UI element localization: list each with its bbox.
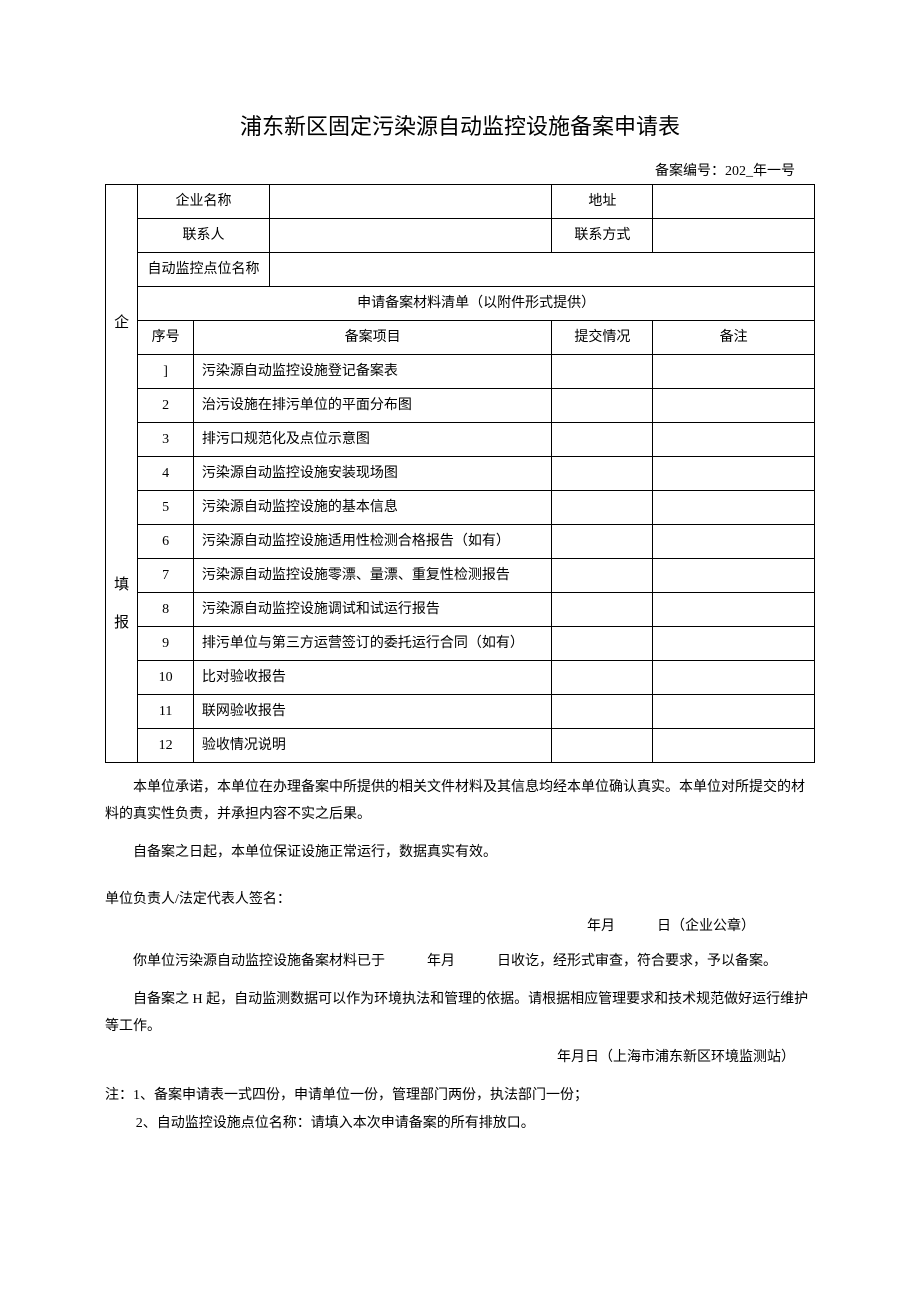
cell-remark[interactable]	[653, 491, 815, 525]
input-address[interactable]	[653, 185, 815, 219]
cell-seq: 7	[138, 559, 194, 593]
cell-status[interactable]	[552, 423, 653, 457]
input-contact-way[interactable]	[653, 219, 815, 253]
cell-item: 排污口规范化及点位示意图	[193, 423, 552, 457]
cell-status[interactable]	[552, 661, 653, 695]
cell-remark[interactable]	[653, 355, 815, 389]
label-contact: 联系人	[138, 219, 269, 253]
signature-label: 单位负责人/法定代表人签名：	[105, 889, 815, 910]
col-item: 备案项目	[193, 321, 552, 355]
cell-remark[interactable]	[653, 559, 815, 593]
cell-remark[interactable]	[653, 593, 815, 627]
cell-remark[interactable]	[653, 525, 815, 559]
cell-status[interactable]	[552, 695, 653, 729]
cell-item: 治污设施在排污单位的平面分布图	[193, 389, 552, 423]
filing-number: 备案编号：202_年一号	[105, 161, 815, 182]
table-row: 6 污染源自动监控设施适用性检测合格报告（如有）	[106, 525, 815, 559]
row-checklist-header: 申请备案材料清单（以附件形式提供）	[106, 287, 815, 321]
cell-item: 污染源自动监控设施零漂、量漂、重复性检测报告	[193, 559, 552, 593]
row-column-headers: 序号 备案项目 提交情况 备注	[106, 321, 815, 355]
reply-p2: 自备案之 H 起，自动监测数据可以作为环境执法和管理的依据。请根据相应管理要求和…	[105, 987, 815, 1040]
table-row: ] 污染源自动监控设施登记备案表	[106, 355, 815, 389]
table-row: 7 污染源自动监控设施零漂、量漂、重复性检测报告	[106, 559, 815, 593]
table-row: 11 联网验收报告	[106, 695, 815, 729]
cell-status[interactable]	[552, 525, 653, 559]
table-row: 8 污染源自动监控设施调试和试运行报告	[106, 593, 815, 627]
cell-item: 污染源自动监控设施登记备案表	[193, 355, 552, 389]
cell-remark[interactable]	[653, 457, 815, 491]
enterprise-date-stamp: 年月 日（企业公章）	[105, 916, 815, 937]
note-2: 2、自动监控设施点位名称：请填入本次申请备案的所有排放口。	[105, 1110, 815, 1138]
table-row: 3 排污口规范化及点位示意图	[106, 423, 815, 457]
cell-seq: 9	[138, 627, 194, 661]
cell-item: 联网验收报告	[193, 695, 552, 729]
cell-seq: 11	[138, 695, 194, 729]
cell-remark[interactable]	[653, 661, 815, 695]
commitment-p2: 自备案之日起，本单位保证设施正常运行，数据真实有效。	[105, 840, 815, 867]
note-1: 注：1、备案申请表一式四份，申请单位一份，管理部门两份，执法部门一份；	[105, 1082, 815, 1110]
row-contact: 联系人 联系方式	[106, 219, 815, 253]
label-contact-way: 联系方式	[552, 219, 653, 253]
notes-block: 注：1、备案申请表一式四份，申请单位一份，管理部门两份，执法部门一份； 2、自动…	[105, 1082, 815, 1138]
checklist-header: 申请备案材料清单（以附件形式提供）	[138, 287, 815, 321]
cell-item: 污染源自动监控设施的基本信息	[193, 491, 552, 525]
input-company-name[interactable]	[269, 185, 552, 219]
cell-status[interactable]	[552, 559, 653, 593]
input-monitor-point[interactable]	[269, 253, 814, 287]
cell-seq: 6	[138, 525, 194, 559]
cell-seq: 5	[138, 491, 194, 525]
cell-remark[interactable]	[653, 729, 815, 763]
page-title: 浦东新区固定污染源自动监控设施备案申请表	[105, 110, 815, 143]
cell-seq: 8	[138, 593, 194, 627]
cell-item: 比对验收报告	[193, 661, 552, 695]
cell-seq: 4	[138, 457, 194, 491]
col-seq: 序号	[138, 321, 194, 355]
cell-remark[interactable]	[653, 423, 815, 457]
row-company: 企 填 报 企业名称 地址	[106, 185, 815, 219]
cell-remark[interactable]	[653, 389, 815, 423]
table-row: 10 比对验收报告	[106, 661, 815, 695]
cell-seq: 12	[138, 729, 194, 763]
cell-status[interactable]	[552, 355, 653, 389]
label-address: 地址	[552, 185, 653, 219]
cell-item: 污染源自动监控设施调试和试运行报告	[193, 593, 552, 627]
cell-status[interactable]	[552, 457, 653, 491]
cell-item: 污染源自动监控设施适用性检测合格报告（如有）	[193, 525, 552, 559]
cell-status[interactable]	[552, 593, 653, 627]
agency-date-stamp: 年月日（上海市浦东新区环境监测站）	[105, 1047, 815, 1068]
cell-item: 污染源自动监控设施安装现场图	[193, 457, 552, 491]
table-row: 12 验收情况说明	[106, 729, 815, 763]
col-remark: 备注	[653, 321, 815, 355]
input-contact[interactable]	[269, 219, 552, 253]
row-monitor-point: 自动监控点位名称	[106, 253, 815, 287]
cell-seq: 10	[138, 661, 194, 695]
table-row: 9 排污单位与第三方运营签订的委托运行合同（如有）	[106, 627, 815, 661]
cell-remark[interactable]	[653, 695, 815, 729]
cell-status[interactable]	[552, 491, 653, 525]
cell-seq: ]	[138, 355, 194, 389]
label-company-name: 企业名称	[138, 185, 269, 219]
label-monitor-point: 自动监控点位名称	[138, 253, 269, 287]
commitment-p1: 本单位承诺，本单位在办理备案中所提供的相关文件材料及其信息均经本单位确认真实。本…	[105, 775, 815, 828]
cell-seq: 3	[138, 423, 194, 457]
cell-seq: 2	[138, 389, 194, 423]
cell-status[interactable]	[552, 627, 653, 661]
cell-remark[interactable]	[653, 627, 815, 661]
cell-item: 排污单位与第三方运营签订的委托运行合同（如有）	[193, 627, 552, 661]
reply-p1: 你单位污染源自动监控设施备案材料已于 年月 日收讫，经形式审查，符合要求，予以备…	[105, 949, 815, 976]
cell-status[interactable]	[552, 729, 653, 763]
table-row: 4 污染源自动监控设施安装现场图	[106, 457, 815, 491]
cell-item: 验收情况说明	[193, 729, 552, 763]
col-status: 提交情况	[552, 321, 653, 355]
section-label-enterprise-fill-report: 企 填 报	[106, 185, 138, 763]
cell-status[interactable]	[552, 389, 653, 423]
table-row: 2 治污设施在排污单位的平面分布图	[106, 389, 815, 423]
application-table: 企 填 报 企业名称 地址 联系人 联系方式 自动监控点位名称 申请备案材料清单…	[105, 184, 815, 763]
table-row: 5 污染源自动监控设施的基本信息	[106, 491, 815, 525]
